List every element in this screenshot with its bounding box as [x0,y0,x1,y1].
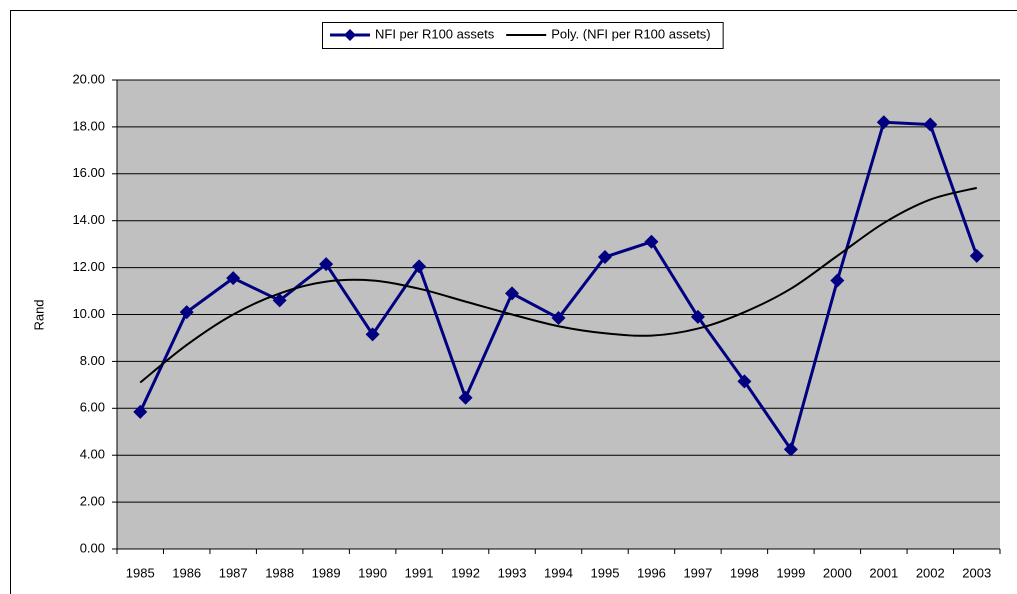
data-point [458,390,473,405]
y-axis-label: Rand [31,299,46,330]
data-point [923,117,938,132]
y-tick-label: 12.00 [72,259,105,274]
legend-label: NFI per R100 assets [375,26,495,41]
data-point [226,271,241,286]
data-point [319,257,334,272]
x-tick-label: 2002 [916,565,945,580]
data-point [690,309,705,324]
legend-marker [344,29,356,41]
x-tick-label: 1988 [265,565,294,580]
x-tick-label: 2003 [962,565,991,580]
y-tick-label: 14.00 [72,212,105,227]
y-tick-label: 20.00 [72,71,105,86]
x-tick-label: 1990 [358,565,387,580]
x-tick-label: 1995 [591,565,620,580]
x-tick-label: 1987 [219,565,248,580]
data-point [272,293,287,308]
data-point [597,250,612,265]
data-point [876,115,891,130]
y-tick-label: 16.00 [72,165,105,180]
legend-label: Poly. (NFI per R100 assets) [551,26,710,41]
y-tick-label: 2.00 [80,494,105,509]
x-tick-label: 1997 [683,565,712,580]
y-tick-label: 10.00 [72,306,105,321]
data-point [969,248,984,263]
y-tick-label: 18.00 [72,118,105,133]
y-tick-label: 6.00 [80,400,105,415]
x-tick-label: 1985 [126,565,155,580]
x-tick-label: 2000 [823,565,852,580]
data-point [644,234,659,249]
y-tick-label: 4.00 [80,447,105,462]
x-tick-label: 1986 [172,565,201,580]
data-point [830,273,845,288]
data-point [365,327,380,342]
y-tick-label: 0.00 [80,540,105,555]
data-point [412,259,427,274]
x-tick-label: 1991 [405,565,434,580]
x-tick-label: 1992 [451,565,480,580]
data-point [133,404,148,419]
data-point [783,442,798,457]
x-tick-label: 1999 [776,565,805,580]
data-point [737,374,752,389]
data-point [179,305,194,320]
y-tick-label: 8.00 [80,353,105,368]
x-tick-label: 1998 [730,565,759,580]
trend-line [139,186,978,384]
x-tick-label: 1993 [498,565,527,580]
data-point [505,286,520,301]
x-tick-label: 2001 [869,565,898,580]
data-point [551,311,566,326]
x-tick-label: 1996 [637,565,666,580]
x-tick-label: 1994 [544,565,573,580]
x-tick-label: 1989 [312,565,341,580]
